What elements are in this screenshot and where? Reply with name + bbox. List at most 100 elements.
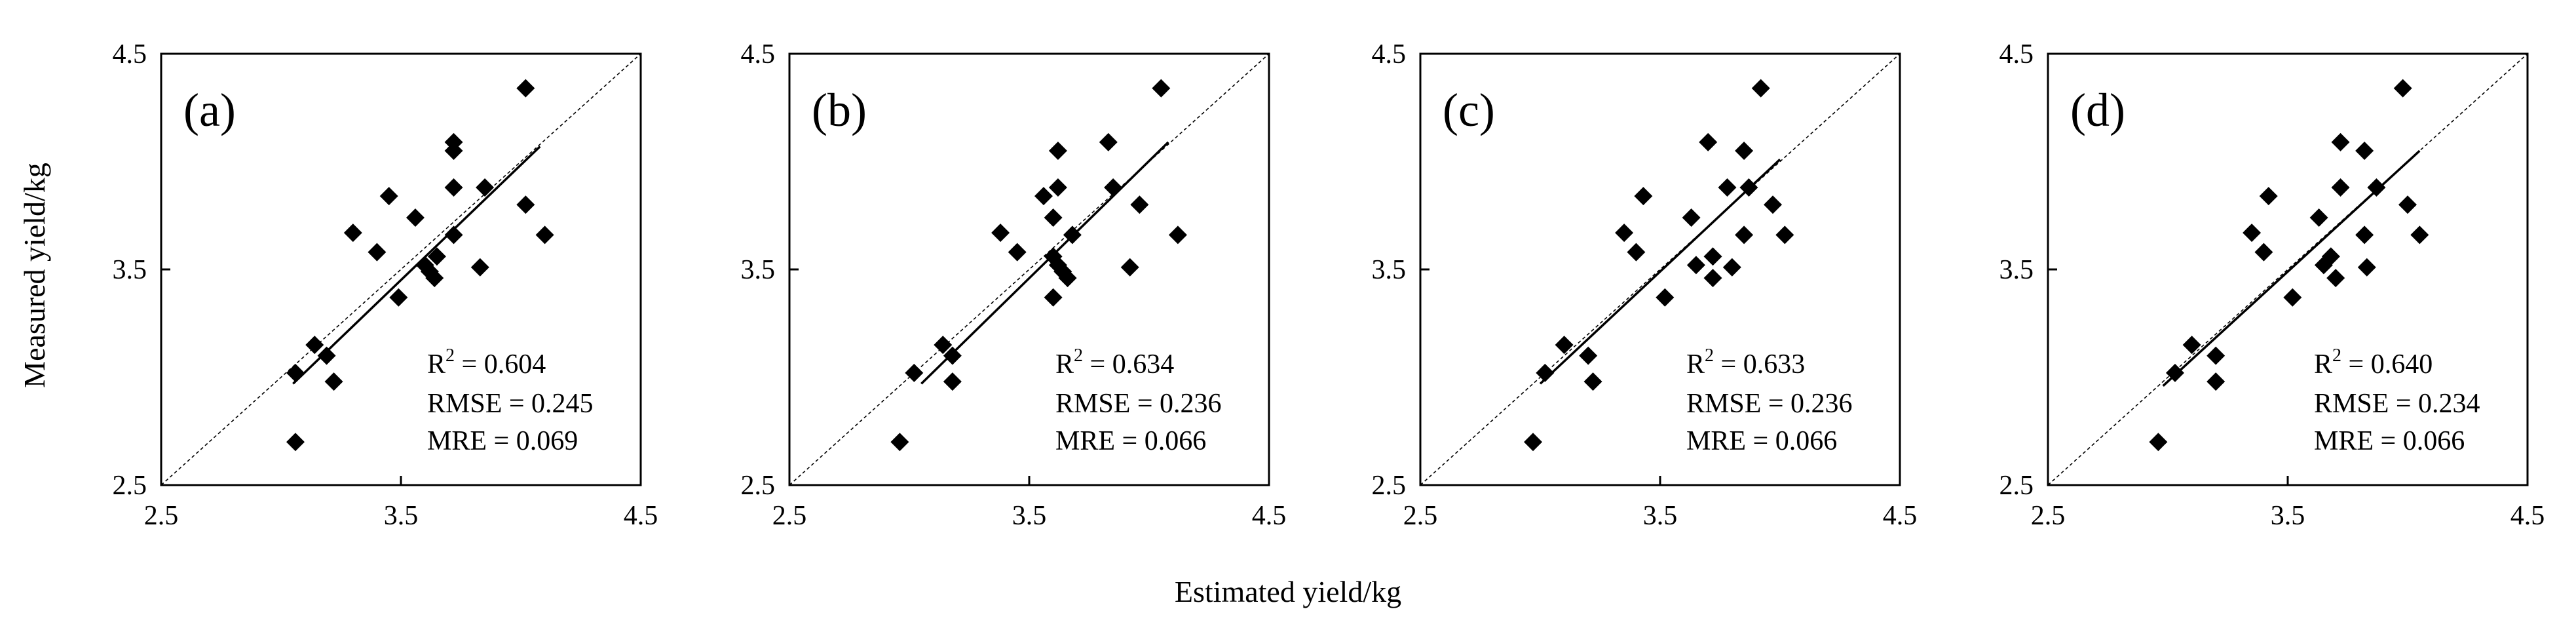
- data-point: [2207, 346, 2226, 365]
- data-point: [1034, 187, 1053, 206]
- data-point: [2259, 187, 2278, 206]
- x-tick-label: 3.5: [1643, 501, 1678, 531]
- data-point: [2393, 79, 2412, 98]
- data-point: [535, 226, 554, 245]
- y-tick-label: 3.5: [113, 255, 147, 285]
- data-point: [905, 363, 924, 382]
- r2-symbol: R: [427, 349, 445, 380]
- data-point: [2243, 224, 2262, 243]
- mre-stat: MRE = 0.069: [427, 426, 578, 456]
- x-tick-label: 3.5: [1012, 501, 1047, 531]
- x-tick-label: 3.5: [2271, 501, 2305, 531]
- data-point: [1735, 142, 1754, 161]
- fit-line: [920, 141, 1169, 385]
- data-point: [2410, 226, 2429, 245]
- data-point: [1735, 226, 1754, 245]
- data-point: [2149, 433, 2168, 452]
- data-point: [516, 79, 535, 98]
- data-point: [2355, 226, 2374, 245]
- data-point: [2367, 178, 2386, 197]
- data-point: [1703, 269, 1722, 288]
- data-point: [286, 433, 305, 452]
- rmse-stat: RMSE = 0.236: [1686, 389, 1853, 419]
- data-point: [2165, 363, 2184, 382]
- x-tick-label: 4.5: [2510, 501, 2545, 531]
- x-axis-title: Estimated yield/kg: [1175, 575, 1401, 608]
- data-point: [1524, 433, 1543, 452]
- data-point: [2331, 132, 2350, 151]
- y-tick-label: 2.5: [741, 471, 776, 501]
- data-point: [317, 346, 336, 365]
- data-point: [2357, 258, 2376, 277]
- data-point: [444, 142, 463, 161]
- data-point: [2182, 336, 2201, 355]
- x-tick-label: 2.5: [772, 501, 807, 531]
- data-point: [943, 346, 962, 365]
- one-to-one-line: [1420, 53, 1901, 486]
- data-point: [1739, 178, 1758, 197]
- data-point: [1104, 178, 1123, 197]
- data-point: [2398, 195, 2417, 214]
- data-point: [890, 433, 909, 452]
- data-point: [1008, 243, 1027, 262]
- data-point: [1048, 142, 1067, 161]
- data-point: [1718, 178, 1737, 197]
- r2-symbol: R: [2314, 349, 2332, 380]
- one-to-one-line: [2047, 53, 2528, 486]
- data-point: [368, 243, 387, 262]
- data-point: [1682, 208, 1701, 227]
- y-axis-title: Measured yield/kg: [18, 163, 51, 388]
- data-point: [1579, 346, 1598, 365]
- panel-b: 2.5 3.5 4.5 2.5 3.5 4.5 (b) R2 = 0.634 RMSE = 0.…: [741, 39, 1287, 531]
- y-tick-label: 4.5: [741, 39, 776, 69]
- mre-stat: MRE = 0.066: [1055, 426, 1206, 456]
- panel-label: (a): [183, 84, 236, 136]
- data-point: [1751, 79, 1770, 98]
- r2-superscript: 2: [1074, 345, 1083, 366]
- data-point: [343, 224, 362, 243]
- rmse-stat: RMSE = 0.236: [1055, 389, 1222, 419]
- data-point: [1555, 336, 1574, 355]
- y-tick-label: 3.5: [1999, 255, 2034, 285]
- data-point: [516, 195, 535, 214]
- r2-stat: R2 = 0.604: [427, 345, 546, 380]
- x-tick-label: 2.5: [1403, 501, 1438, 531]
- y-tick-label: 4.5: [113, 39, 147, 69]
- rmse-stat: RMSE = 0.234: [2314, 389, 2480, 419]
- y-tick-label: 2.5: [113, 471, 147, 501]
- data-point: [1044, 288, 1063, 307]
- x-tick-label: 4.5: [1883, 501, 1918, 531]
- x-tick-label: 3.5: [384, 501, 419, 531]
- r2-symbol: R: [1055, 349, 1074, 380]
- data-point: [1615, 224, 1634, 243]
- data-point: [425, 269, 444, 288]
- data-point: [444, 226, 463, 245]
- data-point: [943, 372, 962, 391]
- data-point: [1686, 256, 1705, 275]
- r2-superscript: 2: [445, 345, 455, 366]
- data-point: [476, 178, 495, 197]
- data-point: [1120, 258, 1139, 277]
- mre-stat: MRE = 0.066: [2314, 426, 2465, 456]
- data-point: [1048, 178, 1067, 197]
- panel-d: 2.5 3.5 4.5 2.5 3.5 4.5 (d) R2 = 0.640 RMSE = 0.…: [1999, 39, 2545, 531]
- data-point: [1099, 132, 1118, 151]
- data-point: [1699, 132, 1718, 151]
- r2-value: = 0.634: [1083, 349, 1174, 380]
- data-point: [389, 288, 408, 307]
- data-point: [1764, 195, 1783, 214]
- data-point: [1130, 195, 1149, 214]
- panel-label: (d): [2070, 84, 2125, 136]
- r2-value: = 0.604: [455, 349, 546, 380]
- rmse-stat: RMSE = 0.245: [427, 389, 594, 419]
- y-tick-label: 2.5: [1999, 471, 2034, 501]
- r2-value: = 0.640: [2341, 349, 2433, 380]
- data-point: [2355, 142, 2374, 161]
- data-point: [1583, 372, 1602, 391]
- panel-label: (b): [812, 84, 867, 136]
- x-tick-label: 4.5: [624, 501, 658, 531]
- r2-superscript: 2: [2332, 345, 2341, 366]
- r2-value: = 0.633: [1714, 349, 1805, 380]
- data-point: [1168, 226, 1187, 245]
